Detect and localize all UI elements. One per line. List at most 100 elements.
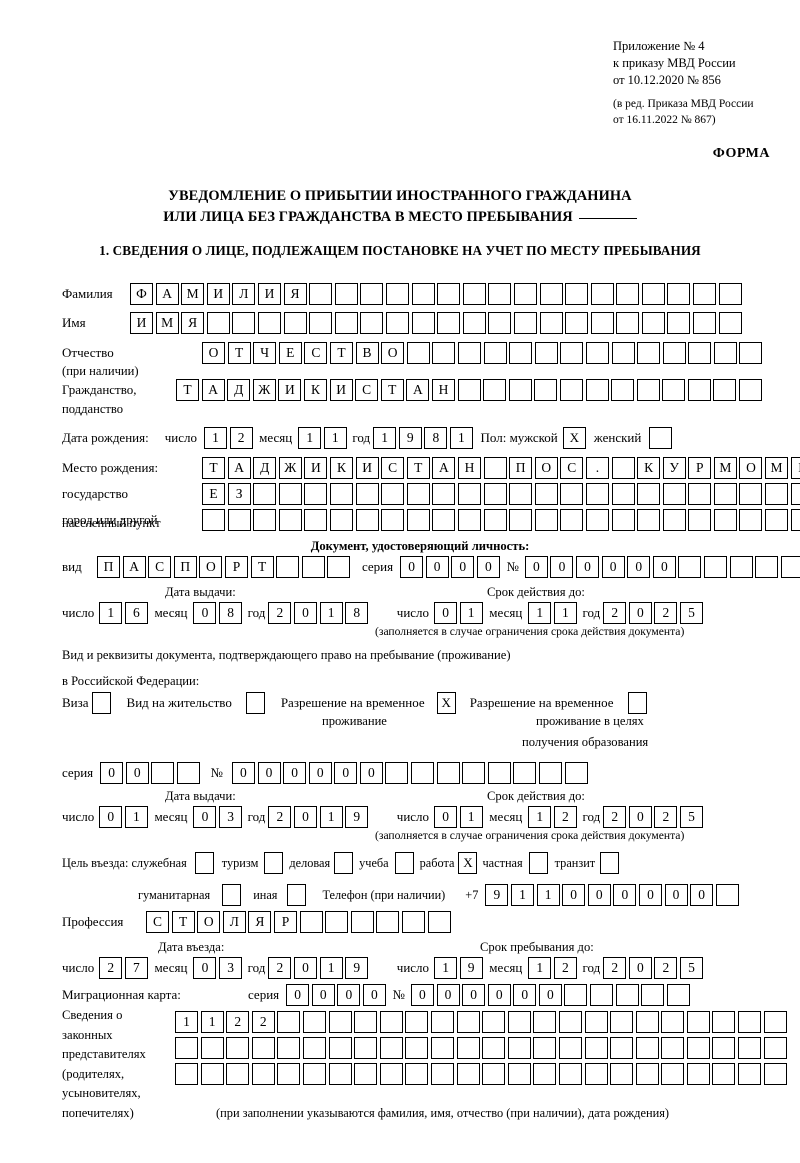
legal-rep-cells-3[interactable] xyxy=(175,1063,789,1085)
char-cell[interactable]: 0 xyxy=(628,806,652,828)
char-cell[interactable]: 1 xyxy=(319,602,343,624)
char-cell[interactable]: Я xyxy=(248,911,272,933)
char-cell[interactable]: 0 xyxy=(576,556,600,578)
purpose-business-checkbox[interactable] xyxy=(334,852,354,874)
char-cell[interactable] xyxy=(253,483,277,505)
char-cell[interactable] xyxy=(483,342,507,364)
char-cell[interactable] xyxy=(738,1037,762,1059)
char-cell[interactable] xyxy=(637,483,661,505)
char-cell[interactable]: 2 xyxy=(553,806,577,828)
char-cell[interactable] xyxy=(283,312,307,334)
char-cell[interactable] xyxy=(354,1063,378,1085)
char-cell[interactable]: 0 xyxy=(99,806,123,828)
char-cell[interactable]: 0 xyxy=(359,762,383,784)
char-cell[interactable] xyxy=(533,1063,557,1085)
char-cell[interactable] xyxy=(765,483,789,505)
char-cell[interactable] xyxy=(327,556,351,578)
char-cell[interactable]: 9 xyxy=(459,957,483,979)
sex-male-checkbox[interactable]: X xyxy=(562,427,586,449)
char-cell[interactable] xyxy=(437,312,461,334)
char-cell[interactable] xyxy=(488,283,512,305)
char-cell[interactable]: Т xyxy=(176,379,199,401)
char-cell[interactable] xyxy=(360,283,384,305)
char-cell[interactable] xyxy=(406,509,430,531)
char-cell[interactable]: 0 xyxy=(562,884,586,906)
char-cell[interactable] xyxy=(718,283,742,305)
char-cell[interactable] xyxy=(456,1011,480,1033)
char-cell[interactable] xyxy=(765,509,789,531)
char-cell[interactable] xyxy=(790,483,800,505)
char-cell[interactable]: 0 xyxy=(613,884,637,906)
char-cell[interactable] xyxy=(560,483,584,505)
char-cell[interactable]: И xyxy=(329,379,353,401)
char-cell[interactable]: 1 xyxy=(124,806,148,828)
char-cell[interactable]: А xyxy=(406,379,430,401)
char-cell[interactable] xyxy=(328,1011,352,1033)
char-cell[interactable] xyxy=(616,283,640,305)
char-cell[interactable]: 1 xyxy=(553,602,577,624)
char-cell[interactable] xyxy=(686,1011,710,1033)
char-cell[interactable]: 2 xyxy=(603,957,627,979)
char-cell[interactable] xyxy=(509,342,533,364)
char-cell[interactable] xyxy=(718,312,742,334)
char-cell[interactable]: 0 xyxy=(436,984,460,1006)
char-cell[interactable] xyxy=(482,1037,506,1059)
char-cell[interactable]: 1 xyxy=(449,427,473,449)
char-cell[interactable] xyxy=(277,1037,301,1059)
char-cell[interactable]: 0 xyxy=(587,884,611,906)
char-cell[interactable] xyxy=(584,1063,608,1085)
char-cell[interactable] xyxy=(482,1063,506,1085)
char-cell[interactable]: 1 xyxy=(298,427,322,449)
char-cell[interactable] xyxy=(712,1037,736,1059)
char-cell[interactable]: Д xyxy=(253,457,277,479)
char-cell[interactable] xyxy=(616,312,640,334)
char-cell[interactable] xyxy=(379,1037,403,1059)
char-cell[interactable] xyxy=(430,1011,454,1033)
char-cell[interactable] xyxy=(304,483,328,505)
char-cell[interactable]: С xyxy=(304,342,328,364)
char-cell[interactable]: В xyxy=(355,342,379,364)
char-cell[interactable]: 0 xyxy=(410,984,434,1006)
char-cell[interactable]: К xyxy=(637,457,661,479)
char-cell[interactable]: 0 xyxy=(193,957,217,979)
char-cell[interactable] xyxy=(712,1011,736,1033)
char-cell[interactable]: 9 xyxy=(398,427,422,449)
char-cell[interactable]: 9 xyxy=(485,884,509,906)
char-cell[interactable] xyxy=(533,1011,557,1033)
char-cell[interactable] xyxy=(662,342,686,364)
char-cell[interactable] xyxy=(564,762,588,784)
char-cell[interactable]: 1 xyxy=(528,957,552,979)
char-cell[interactable] xyxy=(738,1011,762,1033)
purpose-transit-checkbox[interactable] xyxy=(600,852,620,874)
char-cell[interactable] xyxy=(175,1063,198,1085)
char-cell[interactable] xyxy=(507,1037,531,1059)
char-cell[interactable]: 1 xyxy=(459,806,483,828)
temp-residence-checkbox[interactable]: X xyxy=(436,692,456,714)
char-cell[interactable]: П xyxy=(173,556,197,578)
char-cell[interactable]: 1 xyxy=(434,957,458,979)
char-cell[interactable] xyxy=(611,342,635,364)
char-cell[interactable] xyxy=(539,283,563,305)
char-cell[interactable] xyxy=(329,509,353,531)
char-cell[interactable]: 1 xyxy=(99,602,123,624)
char-cell[interactable]: О xyxy=(199,556,223,578)
char-cell[interactable]: 9 xyxy=(345,957,369,979)
char-cell[interactable] xyxy=(560,509,584,531)
char-cell[interactable] xyxy=(686,1037,710,1059)
char-cell[interactable] xyxy=(558,1037,582,1059)
char-cell[interactable] xyxy=(432,509,456,531)
char-cell[interactable] xyxy=(302,1011,326,1033)
char-cell[interactable] xyxy=(355,509,379,531)
char-cell[interactable]: 0 xyxy=(231,762,255,784)
char-cell[interactable] xyxy=(739,483,763,505)
char-cell[interactable] xyxy=(376,911,400,933)
char-cell[interactable] xyxy=(539,762,563,784)
char-cell[interactable]: О xyxy=(739,457,763,479)
